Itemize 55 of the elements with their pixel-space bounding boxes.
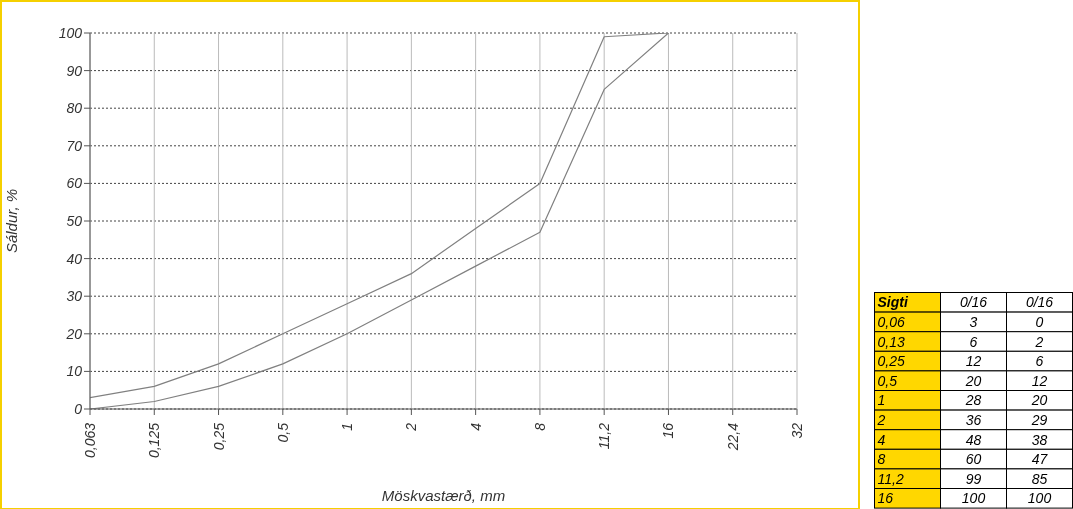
data-label: 20 xyxy=(964,373,982,390)
y-tick-label: 40 xyxy=(66,250,83,267)
data-label: 47 xyxy=(1031,451,1049,468)
x-tick-label: 0,25 xyxy=(210,422,227,451)
y-tick-label: 100 xyxy=(58,24,83,41)
y-tick-label: 90 xyxy=(66,62,83,79)
y-tick-label: 0,5 xyxy=(877,373,898,390)
data-label: 60 xyxy=(965,451,982,468)
x-tick-label: 0/16 xyxy=(1025,294,1054,311)
y-axis-title: Sáldur, % xyxy=(3,188,21,254)
y-tick-label: 0 xyxy=(74,400,83,417)
data-label: 100 xyxy=(1027,490,1052,507)
y-tick-label: 0,25 xyxy=(877,353,905,370)
data-label: 100 xyxy=(961,490,986,507)
y-tick-label: 0,13 xyxy=(877,333,905,350)
x-tick-label: 2 xyxy=(403,422,420,432)
data-label: 0 xyxy=(1035,314,1044,331)
y-tick-label: 20 xyxy=(65,325,83,342)
x-tick-label: 0/16 xyxy=(959,294,988,311)
data-label: 85 xyxy=(1031,471,1048,488)
y-tick-label: 10 xyxy=(66,363,83,380)
y-tick-label: 30 xyxy=(66,288,83,305)
y-tick-label: 1 xyxy=(877,392,886,409)
x-tick-label: 0,5 xyxy=(274,422,291,443)
x-tick-label: 16 xyxy=(660,422,677,439)
y-tick-label: 0,06 xyxy=(877,314,905,331)
data-label: 20 xyxy=(1030,392,1048,409)
x-tick-label: 22,4 xyxy=(724,422,741,452)
y-tick-label: 50 xyxy=(66,212,83,229)
x-tick-label: 4 xyxy=(467,422,484,431)
data-label: 3 xyxy=(969,314,978,331)
x-axis-title: Möskvastærð, mm xyxy=(381,487,506,504)
data-label: 6 xyxy=(1035,353,1044,370)
y-tick-label: 11,2 xyxy=(877,471,904,488)
data-label: 2 xyxy=(1034,333,1044,350)
data-label: 38 xyxy=(1031,431,1048,448)
data-label: 29 xyxy=(1030,412,1048,429)
x-tick-label: 0,125 xyxy=(146,422,163,459)
data-label: 12 xyxy=(965,353,982,370)
data-label: 99 xyxy=(965,471,982,488)
data-label: 6 xyxy=(969,333,978,350)
y-tick-label: 16 xyxy=(877,490,894,507)
x-tick-label: 32 xyxy=(789,422,805,439)
y-tick-label: 60 xyxy=(66,175,83,192)
y-tick-label: 70 xyxy=(66,137,83,154)
y-tick-label: 80 xyxy=(66,100,83,117)
data-label: 36 xyxy=(965,412,982,429)
data-label: 48 xyxy=(965,431,982,448)
x-tick-label: 11,2 xyxy=(596,422,613,450)
data-label: 12 xyxy=(1031,373,1048,390)
x-tick-label: 0,063 xyxy=(82,422,98,459)
y-axis-title: Sigti xyxy=(877,294,909,311)
x-tick-label: 1 xyxy=(339,423,356,431)
x-tick-label: 8 xyxy=(531,422,548,431)
data-label: 28 xyxy=(964,392,982,409)
